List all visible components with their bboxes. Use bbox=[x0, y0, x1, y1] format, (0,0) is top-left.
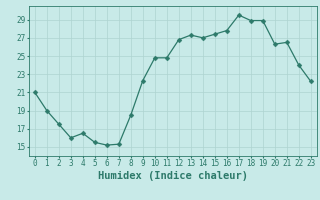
X-axis label: Humidex (Indice chaleur): Humidex (Indice chaleur) bbox=[98, 171, 248, 181]
